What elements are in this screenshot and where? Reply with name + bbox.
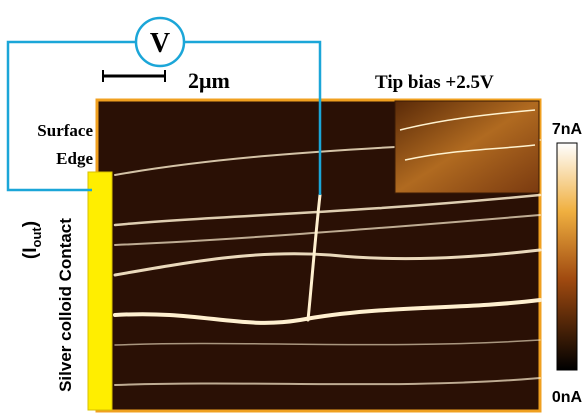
tip-bias: Tip bias +2.5V: [375, 72, 494, 93]
silver-contact: [88, 172, 112, 410]
scale-label: 2μm: [188, 68, 230, 93]
inset: [395, 101, 539, 193]
colorbar-min: 0nA: [552, 389, 583, 406]
current-subscript: out: [29, 227, 44, 248]
edge-label: Edge: [56, 149, 93, 168]
figure: V 2μm Tip bias +2.5V Surface Edge (Iout)…: [0, 0, 587, 414]
voltmeter-label: V: [150, 28, 170, 59]
paren: ): [20, 221, 41, 227]
colorbar: [557, 143, 577, 370]
contact-label: Silver colloid Contact: [56, 218, 75, 392]
current-label: (Iout): [20, 221, 44, 259]
surface-label: Surface: [37, 121, 93, 140]
colorbar-max: 7nA: [552, 121, 583, 138]
